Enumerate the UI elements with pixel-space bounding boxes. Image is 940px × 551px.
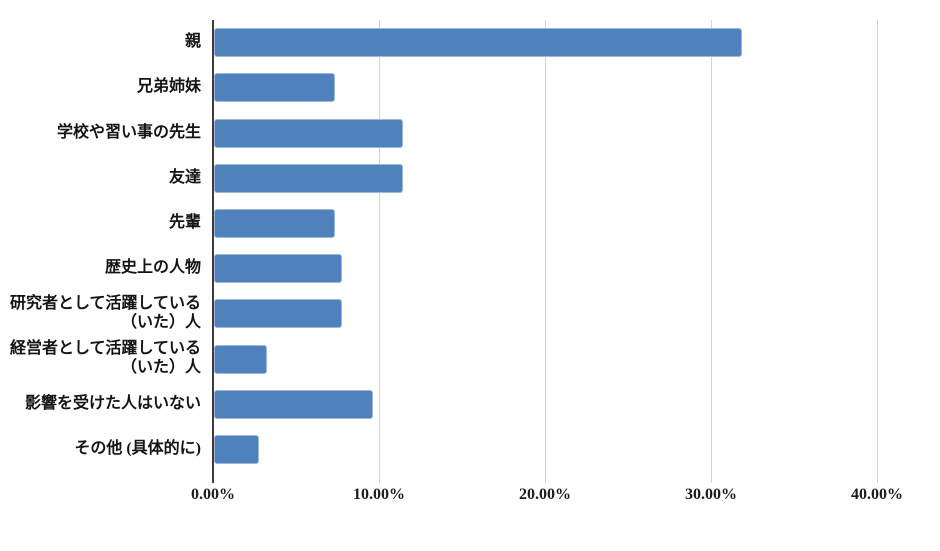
- category-label: 学校や習い事の先生: [56, 123, 201, 141]
- plot-area: [213, 20, 878, 483]
- bar: [214, 208, 335, 238]
- x-tick-label: 40.00%: [851, 486, 903, 503]
- bar: [214, 118, 403, 148]
- category-label: 先輩: [168, 213, 201, 231]
- x-tick-label: 30.00%: [685, 486, 737, 503]
- bar: [214, 299, 343, 329]
- category-label: 歴史上の人物: [104, 259, 201, 277]
- x-tick-label: 10.00%: [353, 486, 405, 503]
- bar: [214, 28, 743, 58]
- category-label: 親: [184, 33, 201, 51]
- category-label: 経営者として活躍している （いた）人: [9, 340, 201, 376]
- category-label: 友達: [168, 168, 201, 186]
- x-tick-label: 0.00%: [191, 486, 235, 503]
- gridline: [877, 20, 878, 483]
- gridline: [379, 20, 380, 483]
- y-axis-line: [212, 20, 214, 483]
- category-label: 研究者として活躍している （いた）人: [9, 294, 201, 331]
- gridline: [711, 20, 712, 483]
- bar: [214, 73, 335, 103]
- bar: [214, 163, 403, 193]
- category-axis-labels: 親兄弟姉妹学校や習い事の先生友達先輩歴史上の人物研究者として活躍している （いた…: [0, 20, 207, 472]
- gridline: [545, 20, 546, 483]
- bar: [214, 254, 343, 284]
- category-label: 影響を受けた人はいない: [24, 394, 201, 412]
- x-tick-label: 20.00%: [519, 486, 571, 503]
- category-label: 兄弟姉妹: [136, 78, 201, 96]
- bar: [214, 389, 373, 419]
- bar: [214, 434, 260, 464]
- category-label: その他 (具体的に): [74, 439, 201, 457]
- bar: [214, 344, 267, 374]
- x-axis-tick-labels: 0.00% 10.00% 20.00% 30.00% 40.00%: [0, 486, 940, 508]
